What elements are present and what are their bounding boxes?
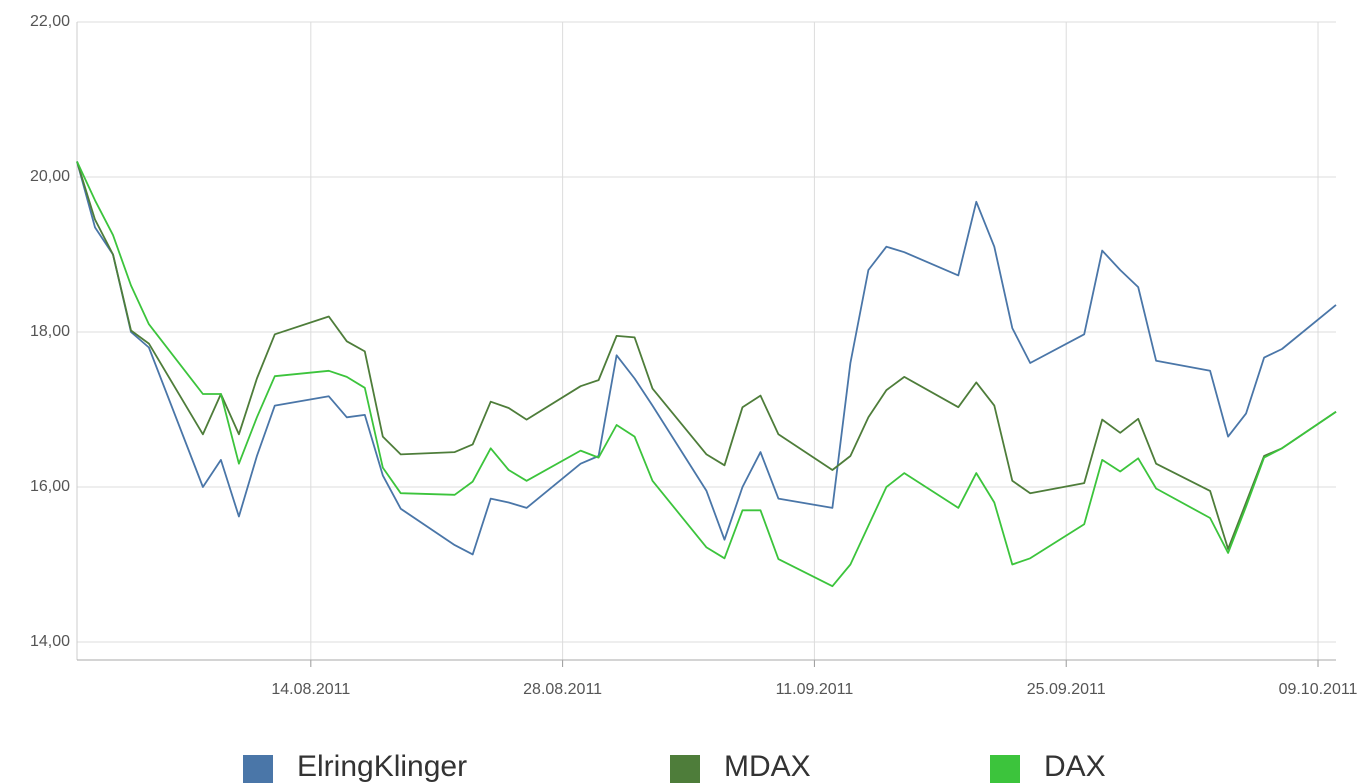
legend-label: DAX [1044,750,1106,783]
x-tick-label: 09.10.2011 [1279,681,1358,698]
line-series [76,161,1337,588]
legend-label: ElringKlinger [297,750,467,783]
line-series [76,161,1337,550]
legend-label: MDAX [724,750,811,783]
y-tick-label: 18,00 [30,323,70,340]
line-series [76,161,1337,556]
y-tick-label: 20,00 [30,168,70,185]
x-tick-label: 11.09.2011 [776,681,854,698]
x-tick-label: 14.08.2011 [271,681,350,698]
legend-swatch [243,755,273,783]
legend-swatch [670,755,700,783]
x-tick-label: 28.08.2011 [523,681,602,698]
legend-swatch [990,755,1020,783]
y-tick-label: 14,00 [30,633,70,650]
x-tick-label: 25.09.2011 [1027,681,1106,698]
y-tick-label: 22,00 [30,13,70,30]
y-tick-label: 16,00 [30,478,70,495]
